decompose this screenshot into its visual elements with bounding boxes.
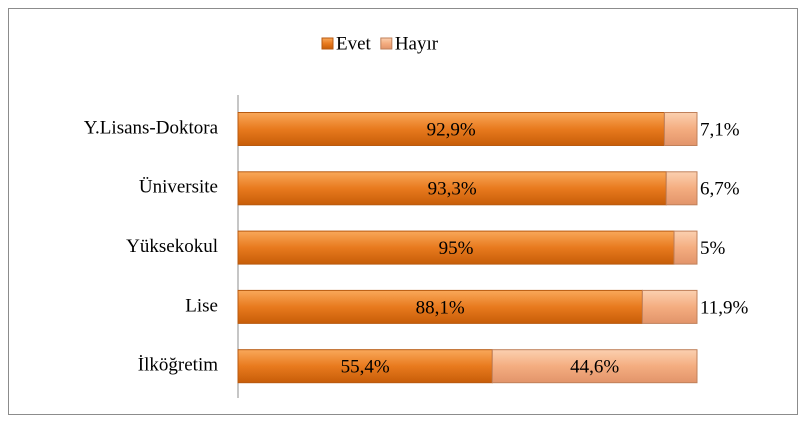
data-label: 44,6% xyxy=(570,357,619,378)
bar-segment xyxy=(237,171,667,206)
data-label: 88,1% xyxy=(416,297,465,318)
data-label: 93,3% xyxy=(428,179,477,200)
y-tick-label: Lise xyxy=(185,295,218,316)
data-label: 92,9% xyxy=(427,119,476,140)
bar-segment xyxy=(641,289,698,324)
legend-swatch xyxy=(321,37,334,50)
data-label: 6,7% xyxy=(700,179,740,200)
bar-segment xyxy=(237,349,493,384)
y-tick-label: Yüksekokul xyxy=(126,236,218,257)
bar-segment xyxy=(491,349,698,384)
y-tick-label: Üniversite xyxy=(139,177,218,198)
bar-segment xyxy=(665,171,698,206)
legend-label: Evet xyxy=(336,33,372,54)
chart-frame xyxy=(8,8,798,415)
legend-label: Hayır xyxy=(395,33,439,54)
bar-segment xyxy=(673,230,698,265)
y-tick-label: İlköğretim xyxy=(138,355,218,376)
bar-segment xyxy=(663,112,698,146)
data-label: 55,4% xyxy=(341,357,390,378)
data-label: 95% xyxy=(439,238,474,259)
data-label: 7,1% xyxy=(700,119,740,140)
data-label: 11,9% xyxy=(700,297,749,318)
data-label: 5% xyxy=(700,238,726,259)
bar-segment xyxy=(237,112,665,146)
y-tick-label: Y.Lisans-Doktora xyxy=(84,117,219,138)
legend-swatch xyxy=(380,37,393,50)
